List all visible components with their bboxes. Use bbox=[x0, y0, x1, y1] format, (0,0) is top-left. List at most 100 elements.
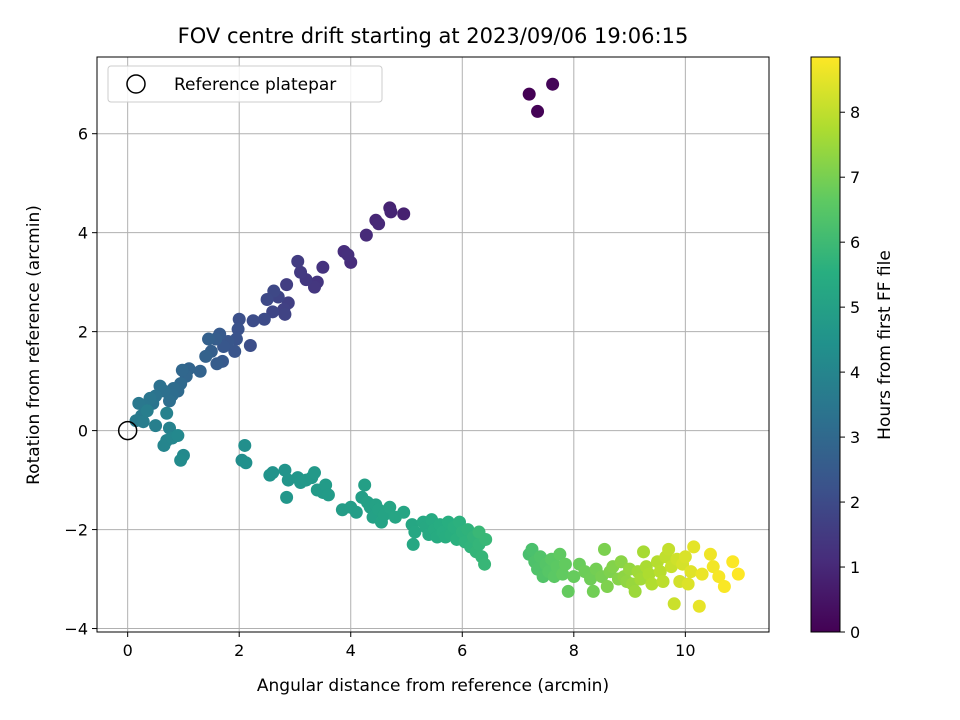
colorbar-tick-label: 8 bbox=[850, 103, 860, 122]
data-point bbox=[531, 104, 545, 118]
data-point bbox=[132, 396, 146, 410]
data-point bbox=[600, 579, 614, 593]
data-point bbox=[695, 567, 709, 581]
x-axis-label: Angular distance from reference (arcmin) bbox=[257, 676, 609, 696]
data-point bbox=[316, 260, 330, 274]
legend-entry-reference-platepar: Reference platepar bbox=[174, 75, 336, 95]
x-tick-label: 2 bbox=[234, 641, 244, 660]
data-point bbox=[243, 338, 257, 352]
data-point bbox=[174, 453, 188, 467]
y-tick-label: 2 bbox=[78, 323, 88, 342]
data-point bbox=[231, 322, 245, 336]
data-point bbox=[157, 438, 171, 452]
data-point bbox=[397, 207, 411, 221]
data-point bbox=[703, 547, 717, 561]
data-point bbox=[478, 557, 492, 571]
data-point bbox=[717, 579, 731, 593]
colorbar-tick-label: 3 bbox=[850, 428, 860, 447]
data-point bbox=[199, 349, 213, 363]
data-point bbox=[384, 205, 398, 219]
data-point bbox=[202, 332, 216, 346]
x-tick-label: 0 bbox=[123, 641, 133, 660]
y-tick-label: −4 bbox=[64, 620, 88, 639]
data-point bbox=[558, 557, 572, 571]
data-point bbox=[687, 540, 701, 554]
colorbar-tick-label: 1 bbox=[850, 558, 860, 577]
data-point bbox=[546, 77, 560, 91]
data-point bbox=[726, 555, 740, 569]
data-point bbox=[162, 421, 176, 435]
x-tick-label: 10 bbox=[675, 641, 695, 660]
data-point bbox=[228, 344, 242, 358]
data-point bbox=[472, 525, 486, 539]
data-point bbox=[171, 429, 185, 443]
data-point bbox=[397, 505, 411, 519]
data-point bbox=[162, 394, 176, 408]
data-point bbox=[307, 466, 321, 480]
data-point bbox=[278, 307, 292, 321]
data-point bbox=[637, 545, 651, 559]
data-point bbox=[246, 314, 260, 328]
data-point bbox=[406, 537, 420, 551]
data-point bbox=[175, 363, 189, 377]
data-point bbox=[372, 217, 386, 231]
data-point bbox=[614, 555, 628, 569]
data-point bbox=[553, 547, 567, 561]
colorbar-tick-label: 7 bbox=[850, 168, 860, 187]
colorbar-tick-label: 2 bbox=[850, 493, 860, 512]
data-point bbox=[645, 577, 659, 591]
colorbar-gradient bbox=[810, 56, 841, 633]
data-point bbox=[136, 415, 150, 429]
colorbar-tick-label: 5 bbox=[850, 298, 860, 317]
y-axis-ticks: −4 −2 0 2 4 6 bbox=[64, 125, 97, 639]
data-point bbox=[731, 567, 745, 581]
x-tick-label: 8 bbox=[569, 641, 579, 660]
data-point bbox=[193, 364, 207, 378]
legend: Reference platepar bbox=[107, 65, 383, 103]
plot-frame bbox=[96, 56, 770, 633]
data-point bbox=[358, 478, 372, 492]
data-point bbox=[584, 572, 598, 586]
data-point bbox=[319, 478, 333, 492]
data-point bbox=[556, 567, 570, 581]
colorbar-tick-label: 6 bbox=[850, 233, 860, 252]
data-point bbox=[656, 575, 670, 589]
legend-reference-icon bbox=[126, 74, 146, 94]
data-point bbox=[692, 599, 706, 613]
legend-box bbox=[107, 65, 383, 103]
data-point bbox=[280, 278, 294, 292]
data-point bbox=[678, 550, 692, 564]
data-point bbox=[257, 312, 271, 326]
data-point bbox=[321, 488, 335, 502]
x-axis-ticks: 0 2 4 6 8 10 bbox=[123, 632, 696, 660]
data-point bbox=[341, 248, 355, 262]
data-point bbox=[307, 280, 321, 294]
data-point bbox=[681, 577, 695, 591]
colorbar-tick-label: 0 bbox=[850, 623, 860, 642]
grid bbox=[97, 57, 769, 632]
data-point bbox=[408, 525, 422, 539]
data-point bbox=[712, 570, 726, 584]
data-points bbox=[129, 77, 745, 613]
data-point bbox=[278, 463, 292, 477]
data-point bbox=[160, 406, 174, 420]
y-tick-label: 6 bbox=[78, 125, 88, 144]
y-tick-label: 0 bbox=[78, 422, 88, 441]
data-point bbox=[210, 357, 224, 371]
data-point bbox=[662, 542, 676, 556]
chart-title: FOV centre drift starting at 2023/09/06 … bbox=[178, 24, 689, 48]
data-point bbox=[260, 292, 274, 306]
y-tick-label: 4 bbox=[78, 224, 88, 243]
data-point bbox=[586, 584, 600, 598]
data-point bbox=[294, 265, 308, 279]
data-point bbox=[597, 542, 611, 556]
data-point bbox=[232, 312, 246, 326]
data-point bbox=[383, 500, 397, 514]
x-tick-label: 6 bbox=[457, 641, 467, 660]
data-point bbox=[561, 584, 575, 598]
y-tick-label: −2 bbox=[64, 521, 88, 540]
data-point bbox=[349, 505, 363, 519]
data-point bbox=[653, 565, 667, 579]
data-point bbox=[452, 515, 466, 529]
